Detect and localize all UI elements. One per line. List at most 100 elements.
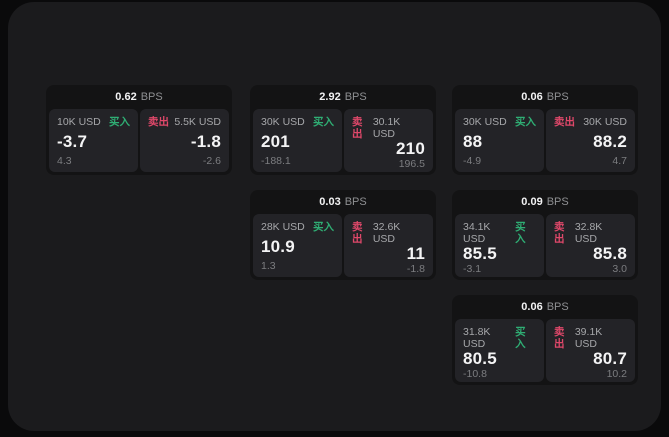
quote-card: 0.09 BPS 34.1K USD 买入 85.5 -3.1 卖出 32.8K… <box>452 190 638 280</box>
buy-panel-top: 28K USD 买入 <box>261 221 334 233</box>
sell-price: 85.8 <box>593 244 627 263</box>
sell-size-label: 39.1K USD <box>574 326 603 350</box>
buy-panel-top: 34.1K USD 买入 <box>463 221 536 245</box>
sell-size-label: 32.6K USD <box>372 221 401 245</box>
buy-size-label: 31.8K USD <box>463 326 491 350</box>
bps-header: 0.09 BPS <box>455 190 635 214</box>
quote-card: 0.06 BPS 31.8K USD 买入 80.5 -10.8 卖出 39.1… <box>452 295 638 385</box>
sell-panel[interactable]: 卖出 30.1K USD 210 196.5 <box>344 109 433 172</box>
bps-header: 0.06 BPS <box>455 295 635 319</box>
buy-size-label: 30K USD <box>261 116 305 128</box>
buy-side-label: 买入 <box>515 326 526 350</box>
buy-panel[interactable]: 28K USD 买入 10.9 1.3 <box>253 214 342 277</box>
buy-panel[interactable]: 31.8K USD 买入 80.5 -10.8 <box>455 319 544 382</box>
app-panel: 0.62 BPS 10K USD 买入 -3.7 4.3 卖出 5.5K USD… <box>8 2 661 431</box>
buy-size-label: 28K USD <box>261 221 305 233</box>
sell-panel-top: 卖出 32.8K USD <box>554 221 627 245</box>
buy-delta: -188.1 <box>261 155 291 167</box>
sell-delta: -2.6 <box>202 155 221 167</box>
buy-size-label: 10K USD <box>57 116 101 128</box>
buy-panel-top: 31.8K USD 买入 <box>463 326 536 350</box>
sell-panel-top: 卖出 5.5K USD <box>148 116 221 128</box>
buy-panel-top: 30K USD 买入 <box>463 116 536 128</box>
quote-card: 0.03 BPS 28K USD 买入 10.9 1.3 卖出 32.6K US… <box>250 190 436 280</box>
sell-panel[interactable]: 卖出 30K USD 88.2 4.7 <box>546 109 635 172</box>
quote-panels: 30K USD 买入 88 -4.9 卖出 30K USD 88.2 4.7 <box>455 109 635 172</box>
buy-panel[interactable]: 34.1K USD 买入 85.5 -3.1 <box>455 214 544 277</box>
sell-panel[interactable]: 卖出 32.8K USD 85.8 3.0 <box>546 214 635 277</box>
quote-card: 2.92 BPS 30K USD 买入 201 -188.1 卖出 30.1K … <box>250 85 436 175</box>
sell-price: -1.8 <box>190 131 221 151</box>
bps-unit-label: BPS <box>546 301 569 313</box>
buy-panel[interactable]: 10K USD 买入 -3.7 4.3 <box>49 109 138 172</box>
sell-size-label: 30K USD <box>583 116 627 128</box>
sell-side-label: 卖出 <box>554 326 565 350</box>
buy-delta: 4.3 <box>57 155 72 167</box>
buy-delta: -4.9 <box>463 155 482 167</box>
sell-delta: -1.8 <box>406 263 425 275</box>
sell-price: 11 <box>406 244 425 263</box>
buy-side-label: 买入 <box>313 221 334 233</box>
bps-value: 0.06 <box>521 301 543 313</box>
sell-side-label: 卖出 <box>148 116 169 128</box>
buy-delta: -10.8 <box>463 368 487 380</box>
buy-price: 88 <box>463 131 483 151</box>
buy-panel-top: 30K USD 买入 <box>261 116 334 128</box>
buy-panel-top: 10K USD 买入 <box>57 116 130 128</box>
buy-price: 85.5 <box>463 244 497 263</box>
bps-unit-label: BPS <box>344 91 367 103</box>
bps-value: 0.09 <box>521 196 543 208</box>
quote-card: 0.06 BPS 30K USD 买入 88 -4.9 卖出 30K USD 8… <box>452 85 638 175</box>
quote-panels: 28K USD 买入 10.9 1.3 卖出 32.6K USD 11 -1.8 <box>253 214 433 277</box>
bps-value: 0.06 <box>521 91 543 103</box>
buy-side-label: 买入 <box>515 116 536 128</box>
bps-value: 0.03 <box>319 196 341 208</box>
sell-side-label: 卖出 <box>352 116 363 140</box>
quote-panels: 10K USD 买入 -3.7 4.3 卖出 5.5K USD -1.8 -2.… <box>49 109 229 172</box>
sell-panel[interactable]: 卖出 5.5K USD -1.8 -2.6 <box>140 109 229 172</box>
sell-panel-top: 卖出 39.1K USD <box>554 326 627 350</box>
bps-value: 2.92 <box>319 91 341 103</box>
sell-price: 210 <box>396 139 425 158</box>
quote-panels: 30K USD 买入 201 -188.1 卖出 30.1K USD 210 1… <box>253 109 433 172</box>
sell-delta: 3.0 <box>612 263 627 275</box>
sell-panel-top: 卖出 32.6K USD <box>352 221 425 245</box>
sell-side-label: 卖出 <box>352 221 363 245</box>
quote-panels: 31.8K USD 买入 80.5 -10.8 卖出 39.1K USD 80.… <box>455 319 635 382</box>
bps-value: 0.62 <box>115 91 137 103</box>
sell-panel[interactable]: 卖出 32.6K USD 11 -1.8 <box>344 214 433 277</box>
sell-delta: 196.5 <box>398 158 425 170</box>
buy-delta: 1.3 <box>261 260 276 272</box>
bps-unit-label: BPS <box>140 91 163 103</box>
bps-unit-label: BPS <box>546 196 569 208</box>
bps-header: 0.62 BPS <box>49 85 229 109</box>
sell-panel-top: 卖出 30.1K USD <box>352 116 425 140</box>
sell-size-label: 30.1K USD <box>372 116 401 140</box>
buy-price: 201 <box>261 131 290 151</box>
bps-header: 0.06 BPS <box>455 85 635 109</box>
buy-price: 80.5 <box>463 349 497 368</box>
buy-panel[interactable]: 30K USD 买入 88 -4.9 <box>455 109 544 172</box>
quote-panels: 34.1K USD 买入 85.5 -3.1 卖出 32.8K USD 85.8… <box>455 214 635 277</box>
buy-price: -3.7 <box>57 131 88 151</box>
buy-side-label: 买入 <box>313 116 334 128</box>
bps-unit-label: BPS <box>344 196 367 208</box>
buy-side-label: 买入 <box>109 116 130 128</box>
buy-panel[interactable]: 30K USD 买入 201 -188.1 <box>253 109 342 172</box>
sell-size-label: 32.8K USD <box>574 221 603 245</box>
sell-panel-top: 卖出 30K USD <box>554 116 627 128</box>
bps-header: 2.92 BPS <box>253 85 433 109</box>
buy-price: 10.9 <box>261 236 295 256</box>
sell-panel[interactable]: 卖出 39.1K USD 80.7 10.2 <box>546 319 635 382</box>
sell-side-label: 卖出 <box>554 116 575 128</box>
buy-delta: -3.1 <box>463 263 482 275</box>
buy-side-label: 买入 <box>515 221 526 245</box>
buy-size-label: 30K USD <box>463 116 507 128</box>
sell-price: 80.7 <box>593 349 627 368</box>
sell-price: 88.2 <box>593 131 627 151</box>
sell-delta: 10.2 <box>606 368 627 380</box>
bps-header: 0.03 BPS <box>253 190 433 214</box>
sell-side-label: 卖出 <box>554 221 565 245</box>
sell-size-label: 5.5K USD <box>174 116 221 128</box>
quote-card: 0.62 BPS 10K USD 买入 -3.7 4.3 卖出 5.5K USD… <box>46 85 232 175</box>
